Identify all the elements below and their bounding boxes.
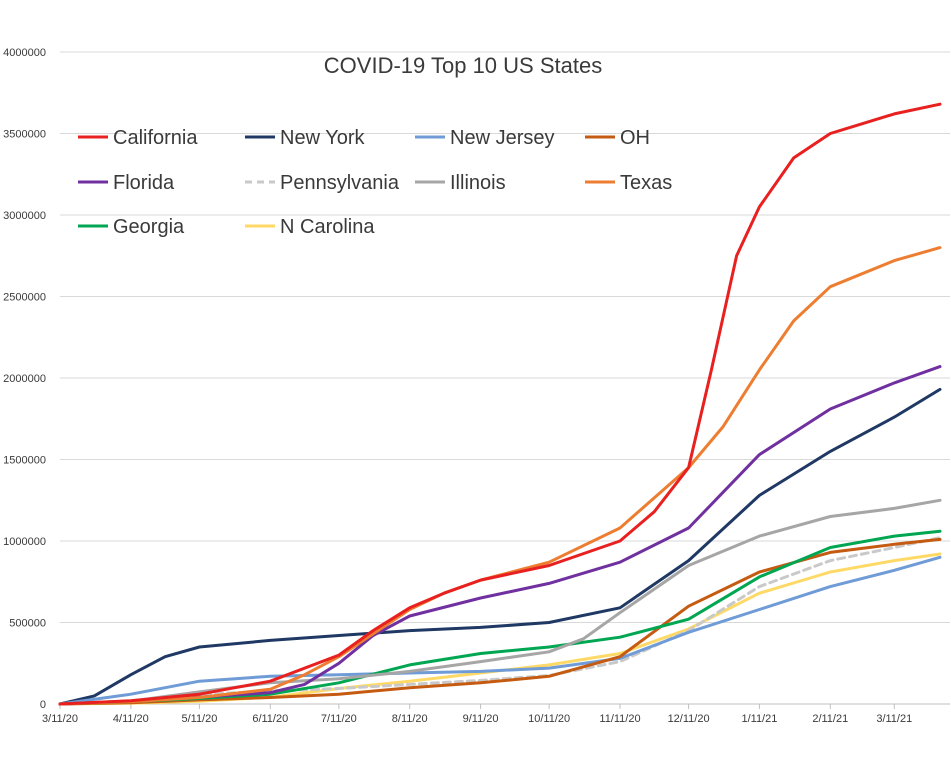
- series-lines: [58, 102, 942, 706]
- x-tick-label: 10/11/20: [528, 713, 570, 725]
- legend-label: Texas: [620, 172, 672, 194]
- legend-label: New Jersey: [450, 127, 554, 149]
- y-tick-label: 2500000: [3, 292, 46, 304]
- y-tick-label: 3500000: [3, 129, 46, 141]
- legend-label: Illinois: [450, 172, 506, 194]
- x-tick-label: 7/11/20: [321, 713, 357, 725]
- series-line-pennsylvania: [58, 536, 942, 706]
- legend-item-new-jersey: New Jersey: [415, 127, 554, 149]
- legend: California New York New Jersey OH Florida Pen…: [78, 127, 672, 238]
- series-line-california: [58, 102, 942, 706]
- legend-item-pennsylvania: Pennsylvania: [245, 172, 400, 194]
- legend-label: OH: [620, 127, 650, 149]
- x-tick-label: 8/11/20: [392, 713, 428, 725]
- x-tick-label: 9/11/20: [463, 713, 499, 725]
- x-tick-label: 3/11/20: [42, 713, 78, 725]
- legend-item-new-york: New York: [245, 127, 365, 149]
- legend-label: N Carolina: [280, 216, 375, 238]
- series-line-new-jersey: [58, 555, 942, 706]
- x-tick-label: 3/11/21: [876, 713, 912, 725]
- x-tick-label: 12/11/20: [668, 713, 710, 725]
- legend-label: New York: [280, 127, 365, 149]
- legend-item-florida: Florida: [78, 172, 175, 194]
- legend-item-georgia: Georgia: [78, 216, 185, 238]
- y-tick-label: 2000000: [3, 373, 46, 385]
- y-tick-label: 3000000: [3, 210, 46, 222]
- y-tick-label: 1500000: [3, 455, 46, 467]
- legend-label: Georgia: [113, 216, 185, 238]
- legend-item-n-carolina: N Carolina: [245, 216, 375, 238]
- x-tick-label: 5/11/20: [181, 713, 217, 725]
- y-tick-label: 500000: [9, 618, 46, 630]
- y-tick-label: 1000000: [3, 536, 46, 548]
- legend-item-texas: Texas: [585, 172, 672, 194]
- legend-item-oh: OH: [585, 127, 650, 149]
- legend-item-california: California: [78, 127, 198, 149]
- gridlines: [60, 51, 950, 623]
- axes: 0 500000 1000000 1500000 2000000 2500000 30000…: [3, 47, 950, 725]
- y-tick-label: 4000000: [3, 47, 46, 59]
- chart-title: COVID-19 Top 10 US States: [324, 53, 602, 78]
- legend-label: Florida: [113, 172, 175, 194]
- legend-item-illinois: Illinois: [415, 172, 506, 194]
- legend-label: California: [113, 127, 198, 149]
- x-tick-label: 2/11/21: [812, 713, 848, 725]
- series-line-new-york: [58, 387, 942, 706]
- x-tick-label: 4/11/20: [113, 713, 149, 725]
- x-tick-label: 1/11/21: [741, 713, 777, 725]
- legend-label: Pennsylvania: [280, 172, 400, 194]
- x-tick-label: 6/11/20: [252, 713, 288, 725]
- x-tick-label: 11/11/20: [599, 713, 640, 725]
- series-line-oh: [58, 537, 942, 706]
- y-tick-label: 0: [40, 699, 46, 711]
